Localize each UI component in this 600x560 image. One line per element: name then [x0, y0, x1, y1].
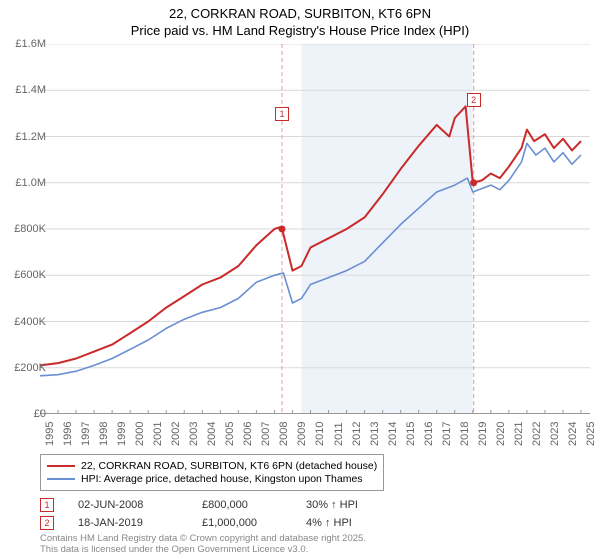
y-tick-label: £0	[2, 408, 46, 420]
legend-row: 22, CORKRAN ROAD, SURBITON, KT6 6PN (det…	[47, 460, 377, 472]
x-tick-label: 2006	[242, 422, 254, 446]
x-tick-label: 2004	[206, 422, 218, 446]
x-tick-label: 2020	[495, 422, 507, 446]
y-tick-label: £1.2M	[2, 131, 46, 143]
sale-hpi-delta: 30% ↑ HPI	[306, 499, 396, 511]
x-tick-label: 2022	[531, 422, 543, 446]
x-tick-label: 2023	[549, 422, 561, 446]
x-tick-label: 2016	[423, 422, 435, 446]
x-tick-label: 2017	[441, 422, 453, 446]
x-tick-label: 1996	[62, 422, 74, 446]
x-tick-label: 1997	[80, 422, 92, 446]
x-tick-label: 1999	[116, 422, 128, 446]
sale-row-marker: 1	[40, 498, 54, 512]
legend-label: HPI: Average price, detached house, King…	[81, 473, 363, 485]
x-tick-label: 2007	[260, 422, 272, 446]
x-tick-label: 2012	[351, 422, 363, 446]
y-tick-label: £400K	[2, 316, 46, 328]
sale-marker-2: 2	[467, 93, 481, 107]
x-tick-label: 2018	[459, 422, 471, 446]
sale-row-marker: 2	[40, 516, 54, 530]
sale-hpi-delta: 4% ↑ HPI	[306, 517, 396, 529]
legend: 22, CORKRAN ROAD, SURBITON, KT6 6PN (det…	[40, 454, 384, 491]
x-tick-label: 2024	[567, 422, 579, 446]
y-tick-label: £600K	[2, 269, 46, 281]
footer-line2: This data is licensed under the Open Gov…	[40, 545, 366, 556]
x-tick-label: 2002	[170, 422, 182, 446]
y-tick-label: £800K	[2, 223, 46, 235]
x-tick-label: 2011	[333, 422, 345, 446]
sales-list: 1 02-JUN-2008 £800,000 30% ↑ HPI 2 18-JAN-201…	[40, 498, 396, 534]
x-tick-label: 2005	[224, 422, 236, 446]
legend-row: HPI: Average price, detached house, King…	[47, 473, 377, 485]
x-tick-label: 2025	[585, 422, 597, 446]
title-block: 22, CORKRAN ROAD, SURBITON, KT6 6PN Pric…	[0, 0, 600, 38]
y-tick-label: £1.6M	[2, 38, 46, 50]
x-tick-label: 2015	[405, 422, 417, 446]
x-tick-label: 2010	[314, 422, 326, 446]
y-tick-label: £200K	[2, 362, 46, 374]
x-tick-label: 2000	[134, 422, 146, 446]
x-tick-label: 2001	[152, 422, 164, 446]
x-tick-label: 2009	[296, 422, 308, 446]
chart-container: 22, CORKRAN ROAD, SURBITON, KT6 6PN Pric…	[0, 0, 600, 560]
title-subtitle: Price paid vs. HM Land Registry's House …	[0, 23, 600, 38]
x-tick-label: 2013	[369, 422, 381, 446]
chart-svg	[40, 44, 590, 414]
title-address: 22, CORKRAN ROAD, SURBITON, KT6 6PN	[0, 6, 600, 21]
legend-label: 22, CORKRAN ROAD, SURBITON, KT6 6PN (det…	[81, 460, 377, 472]
x-tick-label: 1998	[98, 422, 110, 446]
sale-marker-1: 1	[275, 107, 289, 121]
y-tick-label: £1.0M	[2, 177, 46, 189]
sale-price: £1,000,000	[202, 517, 282, 529]
x-tick-label: 2014	[387, 422, 399, 446]
sale-date: 18-JAN-2019	[78, 517, 178, 529]
sale-row: 2 18-JAN-2019 £1,000,000 4% ↑ HPI	[40, 516, 396, 530]
x-tick-label: 2019	[477, 422, 489, 446]
x-tick-label: 2003	[188, 422, 200, 446]
sale-price: £800,000	[202, 499, 282, 511]
footer-attribution: Contains HM Land Registry data © Crown c…	[40, 534, 366, 556]
x-tick-label: 1995	[44, 422, 56, 446]
y-tick-label: £1.4M	[2, 84, 46, 96]
legend-swatch	[47, 478, 75, 480]
x-tick-label: 2021	[513, 422, 525, 446]
x-tick-label: 2008	[278, 422, 290, 446]
sale-row: 1 02-JUN-2008 £800,000 30% ↑ HPI	[40, 498, 396, 512]
sale-date: 02-JUN-2008	[78, 499, 178, 511]
chart-area	[40, 44, 590, 414]
legend-swatch	[47, 465, 75, 467]
